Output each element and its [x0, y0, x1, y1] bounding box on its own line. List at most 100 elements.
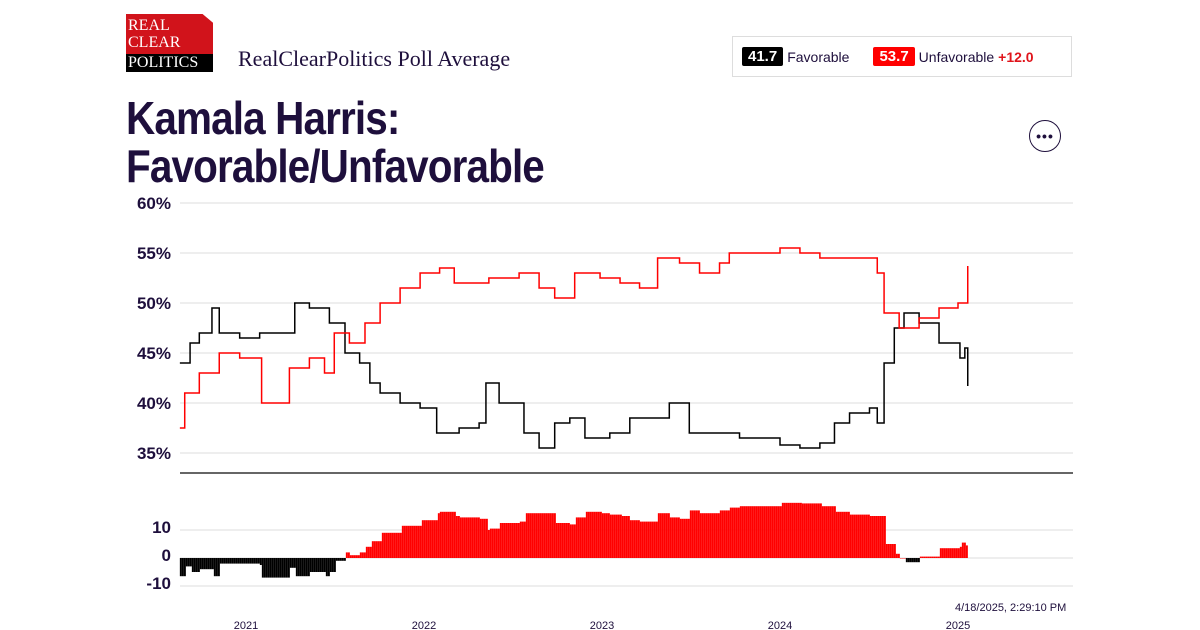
spread-bar [431, 520, 434, 558]
x-tick-label: 2023 [590, 620, 614, 630]
legend: 41.7 Favorable 53.7 Unfavorable +12.0 [732, 36, 1072, 77]
spread-bar [729, 507, 732, 558]
spread-bar [599, 511, 602, 558]
spread-bar [921, 556, 924, 558]
spread-bar [895, 553, 898, 558]
spread-bar [309, 558, 312, 572]
spread-bar [669, 517, 672, 558]
spread-bar [663, 513, 666, 558]
spread-bar [825, 506, 828, 558]
spread-bar [577, 517, 580, 558]
spread-bar [621, 516, 624, 558]
spread-bar [755, 506, 758, 558]
spread-bar [569, 524, 572, 558]
spread-bar [761, 506, 764, 558]
spread-bar [357, 555, 360, 558]
spread-bar [411, 525, 414, 558]
spread-bar [415, 525, 418, 558]
spread-bar [947, 548, 950, 558]
spread-bar [727, 510, 730, 558]
spread-bar [293, 558, 296, 568]
spread-bar [725, 510, 728, 558]
spread-bar [457, 516, 460, 558]
spread-bar [795, 502, 798, 558]
spread-bar [865, 514, 868, 558]
spread-bar [735, 507, 738, 558]
spread-bar [277, 558, 280, 578]
spread-bar [455, 516, 458, 558]
header-subtitle: RealClearPolitics Poll Average [238, 46, 511, 71]
x-tick-label: 2024 [768, 620, 792, 630]
title-line: Kamala Harris: [126, 92, 400, 144]
spread-bar [547, 513, 550, 558]
spread-bar [639, 521, 642, 558]
spread-bar [299, 558, 302, 577]
spread-bar [249, 558, 252, 564]
spread-bar [349, 555, 352, 558]
x-tick-label: 2025 [946, 620, 970, 630]
spread-bar [447, 511, 450, 558]
spread-bar [525, 513, 528, 558]
spread-bar [617, 514, 620, 558]
spread-bar [723, 510, 726, 558]
rcp-logo[interactable]: REAL CLEAR POLITICS [126, 14, 213, 72]
spread-bar [687, 518, 690, 558]
spread-bar [529, 513, 532, 558]
spread-bar [549, 513, 552, 558]
spread-bar [239, 558, 242, 564]
spread-bar [495, 528, 498, 558]
spread-bar [619, 514, 622, 558]
spread-bar [303, 558, 306, 577]
spread-bar [583, 517, 586, 558]
spread-bar [285, 558, 288, 578]
spread-bar [743, 506, 746, 558]
spread-bar [657, 513, 660, 558]
spread-bar [221, 558, 224, 564]
spread-bar [465, 517, 468, 558]
spread-bar [695, 510, 698, 558]
spread-bar [763, 506, 766, 558]
spread-bar [497, 528, 500, 558]
spread-bar [365, 546, 368, 558]
spread-bar [247, 558, 250, 564]
spread-bar [753, 506, 756, 558]
spread-bar [251, 558, 254, 564]
spread-bar [515, 523, 518, 558]
spread-bar [941, 548, 944, 558]
spread-bar [471, 517, 474, 558]
spread-bar [273, 558, 276, 578]
spread-bar [381, 532, 384, 558]
spread-bar [207, 558, 210, 570]
spread-bar [721, 510, 724, 558]
spread-bar [259, 558, 262, 565]
spread-bar [469, 517, 472, 558]
spread-bar [925, 556, 928, 558]
spread-bar [917, 558, 920, 563]
spread-bar [915, 558, 918, 563]
spread-bar [571, 524, 574, 558]
spread-bar [635, 520, 638, 558]
spread-bar [323, 558, 326, 572]
spread-bar [555, 523, 558, 558]
spread-bar [667, 513, 670, 558]
spread-bar [791, 502, 794, 558]
spread-bar [641, 521, 644, 558]
spread-bar [425, 520, 428, 558]
spread-bar [261, 558, 264, 578]
spread-bar [185, 558, 188, 567]
spread-bar [609, 514, 612, 558]
spread-bar [301, 558, 304, 577]
spread-bar [265, 558, 268, 578]
spread-bar [857, 514, 860, 558]
spread-bar [315, 558, 318, 572]
series-line-favorable [179, 302, 969, 449]
spread-bar [701, 513, 704, 558]
spread-bar [881, 516, 884, 558]
spread-bar [773, 506, 776, 558]
more-options-button[interactable]: ••• [1029, 120, 1061, 152]
spread-bar [489, 528, 492, 558]
spread-bar [805, 503, 808, 558]
spread-bar [487, 530, 490, 558]
favorable-label: Favorable [787, 48, 850, 65]
